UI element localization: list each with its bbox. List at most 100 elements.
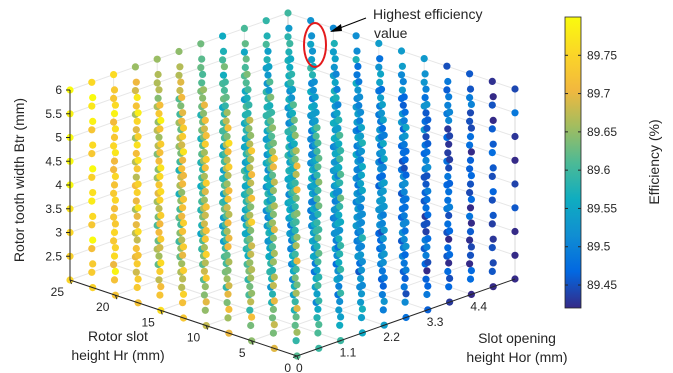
data-point (131, 87, 139, 95)
data-point (268, 171, 277, 179)
data-point (220, 86, 228, 94)
y-tick-label: 25 (51, 285, 65, 299)
data-point (292, 194, 300, 202)
data-point (157, 235, 165, 243)
data-point (380, 202, 388, 210)
data-point (423, 243, 431, 251)
data-point (110, 252, 119, 260)
data-point (444, 220, 452, 228)
data-point (270, 273, 278, 281)
x-tick-label: 2.2 (383, 330, 400, 344)
z-tick-label: 4 (55, 178, 62, 192)
data-point (225, 187, 233, 195)
data-point (446, 108, 454, 116)
data-point (89, 165, 97, 173)
data-point (268, 219, 277, 227)
data-point (356, 117, 364, 125)
data-point (400, 235, 408, 243)
data-point (269, 329, 277, 337)
data-point (378, 172, 386, 180)
data-point (178, 212, 186, 220)
data-point (133, 236, 141, 244)
data-point (422, 109, 430, 117)
data-point (267, 117, 275, 125)
data-point (467, 195, 475, 203)
data-point (157, 188, 165, 196)
data-point (179, 180, 187, 188)
data-point (88, 197, 96, 205)
annotation-arrow-head (330, 24, 342, 32)
data-point (246, 164, 254, 172)
data-point (400, 117, 408, 125)
data-point (357, 156, 365, 164)
data-point (293, 209, 301, 218)
data-point (178, 93, 186, 101)
data-point (380, 226, 388, 234)
data-point (398, 62, 406, 70)
data-point (511, 85, 519, 93)
data-point (223, 180, 231, 188)
data-point (284, 33, 292, 41)
data-point (178, 283, 186, 291)
data-point (288, 109, 297, 117)
data-point (466, 156, 475, 164)
data-point (293, 186, 301, 194)
data-point (287, 55, 295, 63)
data-point (269, 187, 277, 195)
data-point (467, 267, 475, 275)
data-point (511, 204, 519, 212)
data-point (423, 219, 431, 227)
data-point (358, 210, 366, 218)
data-point (356, 93, 364, 101)
data-point (378, 243, 386, 251)
data-point (337, 170, 345, 178)
data-point (335, 282, 343, 290)
data-point (292, 289, 300, 297)
data-point (179, 227, 187, 235)
data-point (422, 85, 430, 93)
data-point (156, 291, 164, 299)
data-point (313, 147, 321, 155)
data-point (488, 267, 496, 275)
z-tick-label: 3 (55, 226, 62, 240)
data-point (445, 93, 453, 101)
data-point (224, 148, 232, 156)
data-point (380, 131, 388, 139)
data-point (400, 188, 408, 196)
data-point (155, 252, 163, 260)
data-point (314, 281, 322, 290)
data-point (401, 203, 409, 211)
data-point (88, 102, 96, 110)
data-point (488, 125, 496, 133)
data-point (421, 70, 429, 78)
data-point (201, 116, 209, 124)
data-point (132, 78, 140, 86)
data-point (400, 93, 408, 101)
data-point (291, 179, 299, 187)
data-point (380, 155, 388, 163)
data-point (265, 63, 273, 71)
data-point (466, 70, 474, 78)
annotation-text-line-1: Highest efficiency (373, 6, 482, 22)
data-point (291, 321, 299, 329)
data-point (291, 250, 299, 258)
data-point (246, 140, 254, 148)
data-point (329, 48, 337, 56)
data-point (291, 274, 299, 282)
data-point (353, 47, 361, 55)
data-point (466, 212, 474, 220)
colorbar-tick-label: 89.75 (587, 48, 617, 62)
data-point (223, 109, 231, 117)
data-point (179, 195, 188, 203)
data-point (444, 172, 452, 181)
data-point (446, 156, 454, 164)
data-point (88, 150, 96, 158)
data-point (402, 147, 410, 155)
data-point (423, 267, 431, 275)
data-point (401, 179, 409, 187)
data-point (511, 132, 519, 141)
data-point (358, 163, 366, 171)
data-point (357, 314, 366, 322)
data-point (111, 196, 119, 204)
